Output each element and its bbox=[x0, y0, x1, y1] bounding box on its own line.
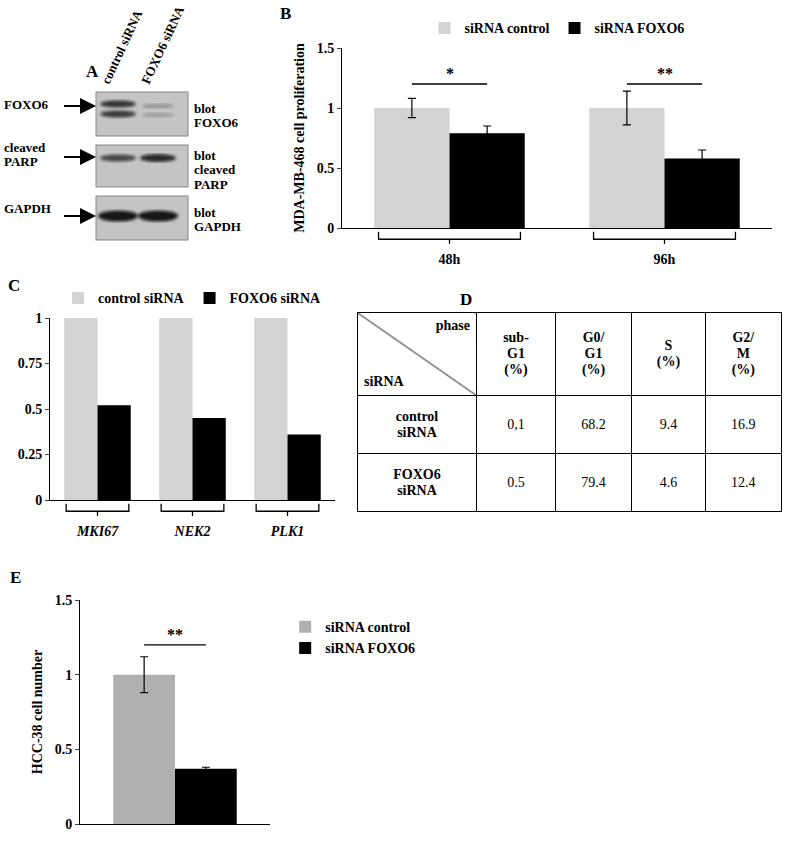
svg-text:HCC-38 cell number: HCC-38 cell number bbox=[30, 650, 45, 774]
html-text:siRNA: siRNA bbox=[364, 374, 404, 389]
svg-text:0: 0 bbox=[327, 221, 334, 236]
svg-text:48h: 48h bbox=[439, 252, 461, 267]
html-text:blot GAPDH: blot GAPDH bbox=[194, 205, 241, 235]
html-text:blot cleaved PARP: blot cleaved PARP bbox=[194, 148, 236, 192]
svg-text:1: 1 bbox=[327, 101, 334, 116]
html-text:0.5: 0.5 bbox=[507, 474, 525, 490]
svg-text:0.75: 0.75 bbox=[18, 356, 43, 371]
svg-text:0: 0 bbox=[35, 493, 42, 508]
svg-text:control siRNA: control siRNA bbox=[98, 291, 185, 306]
html-text:GAPDH: GAPDH bbox=[4, 201, 51, 216]
svg-text:96h: 96h bbox=[654, 252, 676, 267]
svg-text:*: * bbox=[446, 65, 454, 82]
svg-text:MDA-MB-468 cell proliferation: MDA-MB-468 cell proliferation bbox=[292, 43, 307, 233]
svg-text:1: 1 bbox=[35, 311, 42, 326]
html-text:cleaved PARP: cleaved PARP bbox=[4, 140, 46, 170]
html-text:FOXO6: FOXO6 bbox=[4, 97, 49, 112]
html-text:9.4: 9.4 bbox=[659, 416, 678, 432]
svg-text:siRNA FOXO6: siRNA FOXO6 bbox=[325, 641, 415, 656]
html-text:A: A bbox=[86, 62, 99, 81]
html-text:FOXO6 siRNA: FOXO6 siRNA bbox=[138, 3, 188, 87]
html-text:control siRNA: control siRNA bbox=[98, 7, 146, 87]
svg-text:0.25: 0.25 bbox=[18, 447, 43, 462]
svg-text:1.5: 1.5 bbox=[55, 593, 73, 608]
html-text:control siRNA: control siRNA bbox=[395, 408, 439, 440]
html-text:E: E bbox=[10, 568, 22, 587]
svg-text:**: ** bbox=[657, 65, 673, 82]
svg-text:siRNA control: siRNA control bbox=[325, 620, 410, 635]
html-text:79.4: 79.4 bbox=[581, 474, 606, 490]
svg-text:siRNA control: siRNA control bbox=[465, 21, 550, 36]
html-text:S (%): S (%) bbox=[656, 338, 681, 369]
html-text:sub- G1 (%): sub- G1 (%) bbox=[503, 330, 529, 377]
html-text:FOXO6 siRNA: FOXO6 siRNA bbox=[393, 466, 441, 498]
svg-text:NEK2: NEK2 bbox=[174, 524, 211, 539]
html-text:G2/ M (%): G2/ M (%) bbox=[731, 330, 755, 377]
html-text:G0/ G1 (%): G0/ G1 (%) bbox=[581, 330, 606, 377]
html-text:phase: phase bbox=[435, 318, 470, 333]
svg-text:**: ** bbox=[167, 626, 183, 643]
html-text:0,1: 0,1 bbox=[507, 416, 525, 432]
html-text:C: C bbox=[8, 276, 21, 295]
svg-text:1: 1 bbox=[65, 668, 72, 683]
html-text:4.6: 4.6 bbox=[659, 474, 678, 490]
svg-text:0.5: 0.5 bbox=[317, 161, 335, 176]
html-text:D: D bbox=[460, 290, 473, 309]
html-text:blot FOXO6: blot FOXO6 bbox=[194, 101, 239, 131]
html-text:12.4: 12.4 bbox=[731, 474, 756, 490]
svg-text:PLK1: PLK1 bbox=[271, 524, 304, 539]
svg-text:1.5: 1.5 bbox=[317, 41, 335, 56]
svg-text:0: 0 bbox=[65, 817, 72, 832]
svg-text:MKI67: MKI67 bbox=[76, 524, 119, 539]
svg-text:FOXO6 siRNA: FOXO6 siRNA bbox=[230, 291, 322, 306]
svg-text:0.5: 0.5 bbox=[55, 742, 73, 757]
html-text:68.2: 68.2 bbox=[581, 416, 606, 432]
html-text:B: B bbox=[280, 4, 292, 23]
svg-text:0.5: 0.5 bbox=[25, 402, 43, 417]
html-text:16.9: 16.9 bbox=[731, 416, 756, 432]
svg-text:siRNA FOXO6: siRNA FOXO6 bbox=[595, 21, 685, 36]
